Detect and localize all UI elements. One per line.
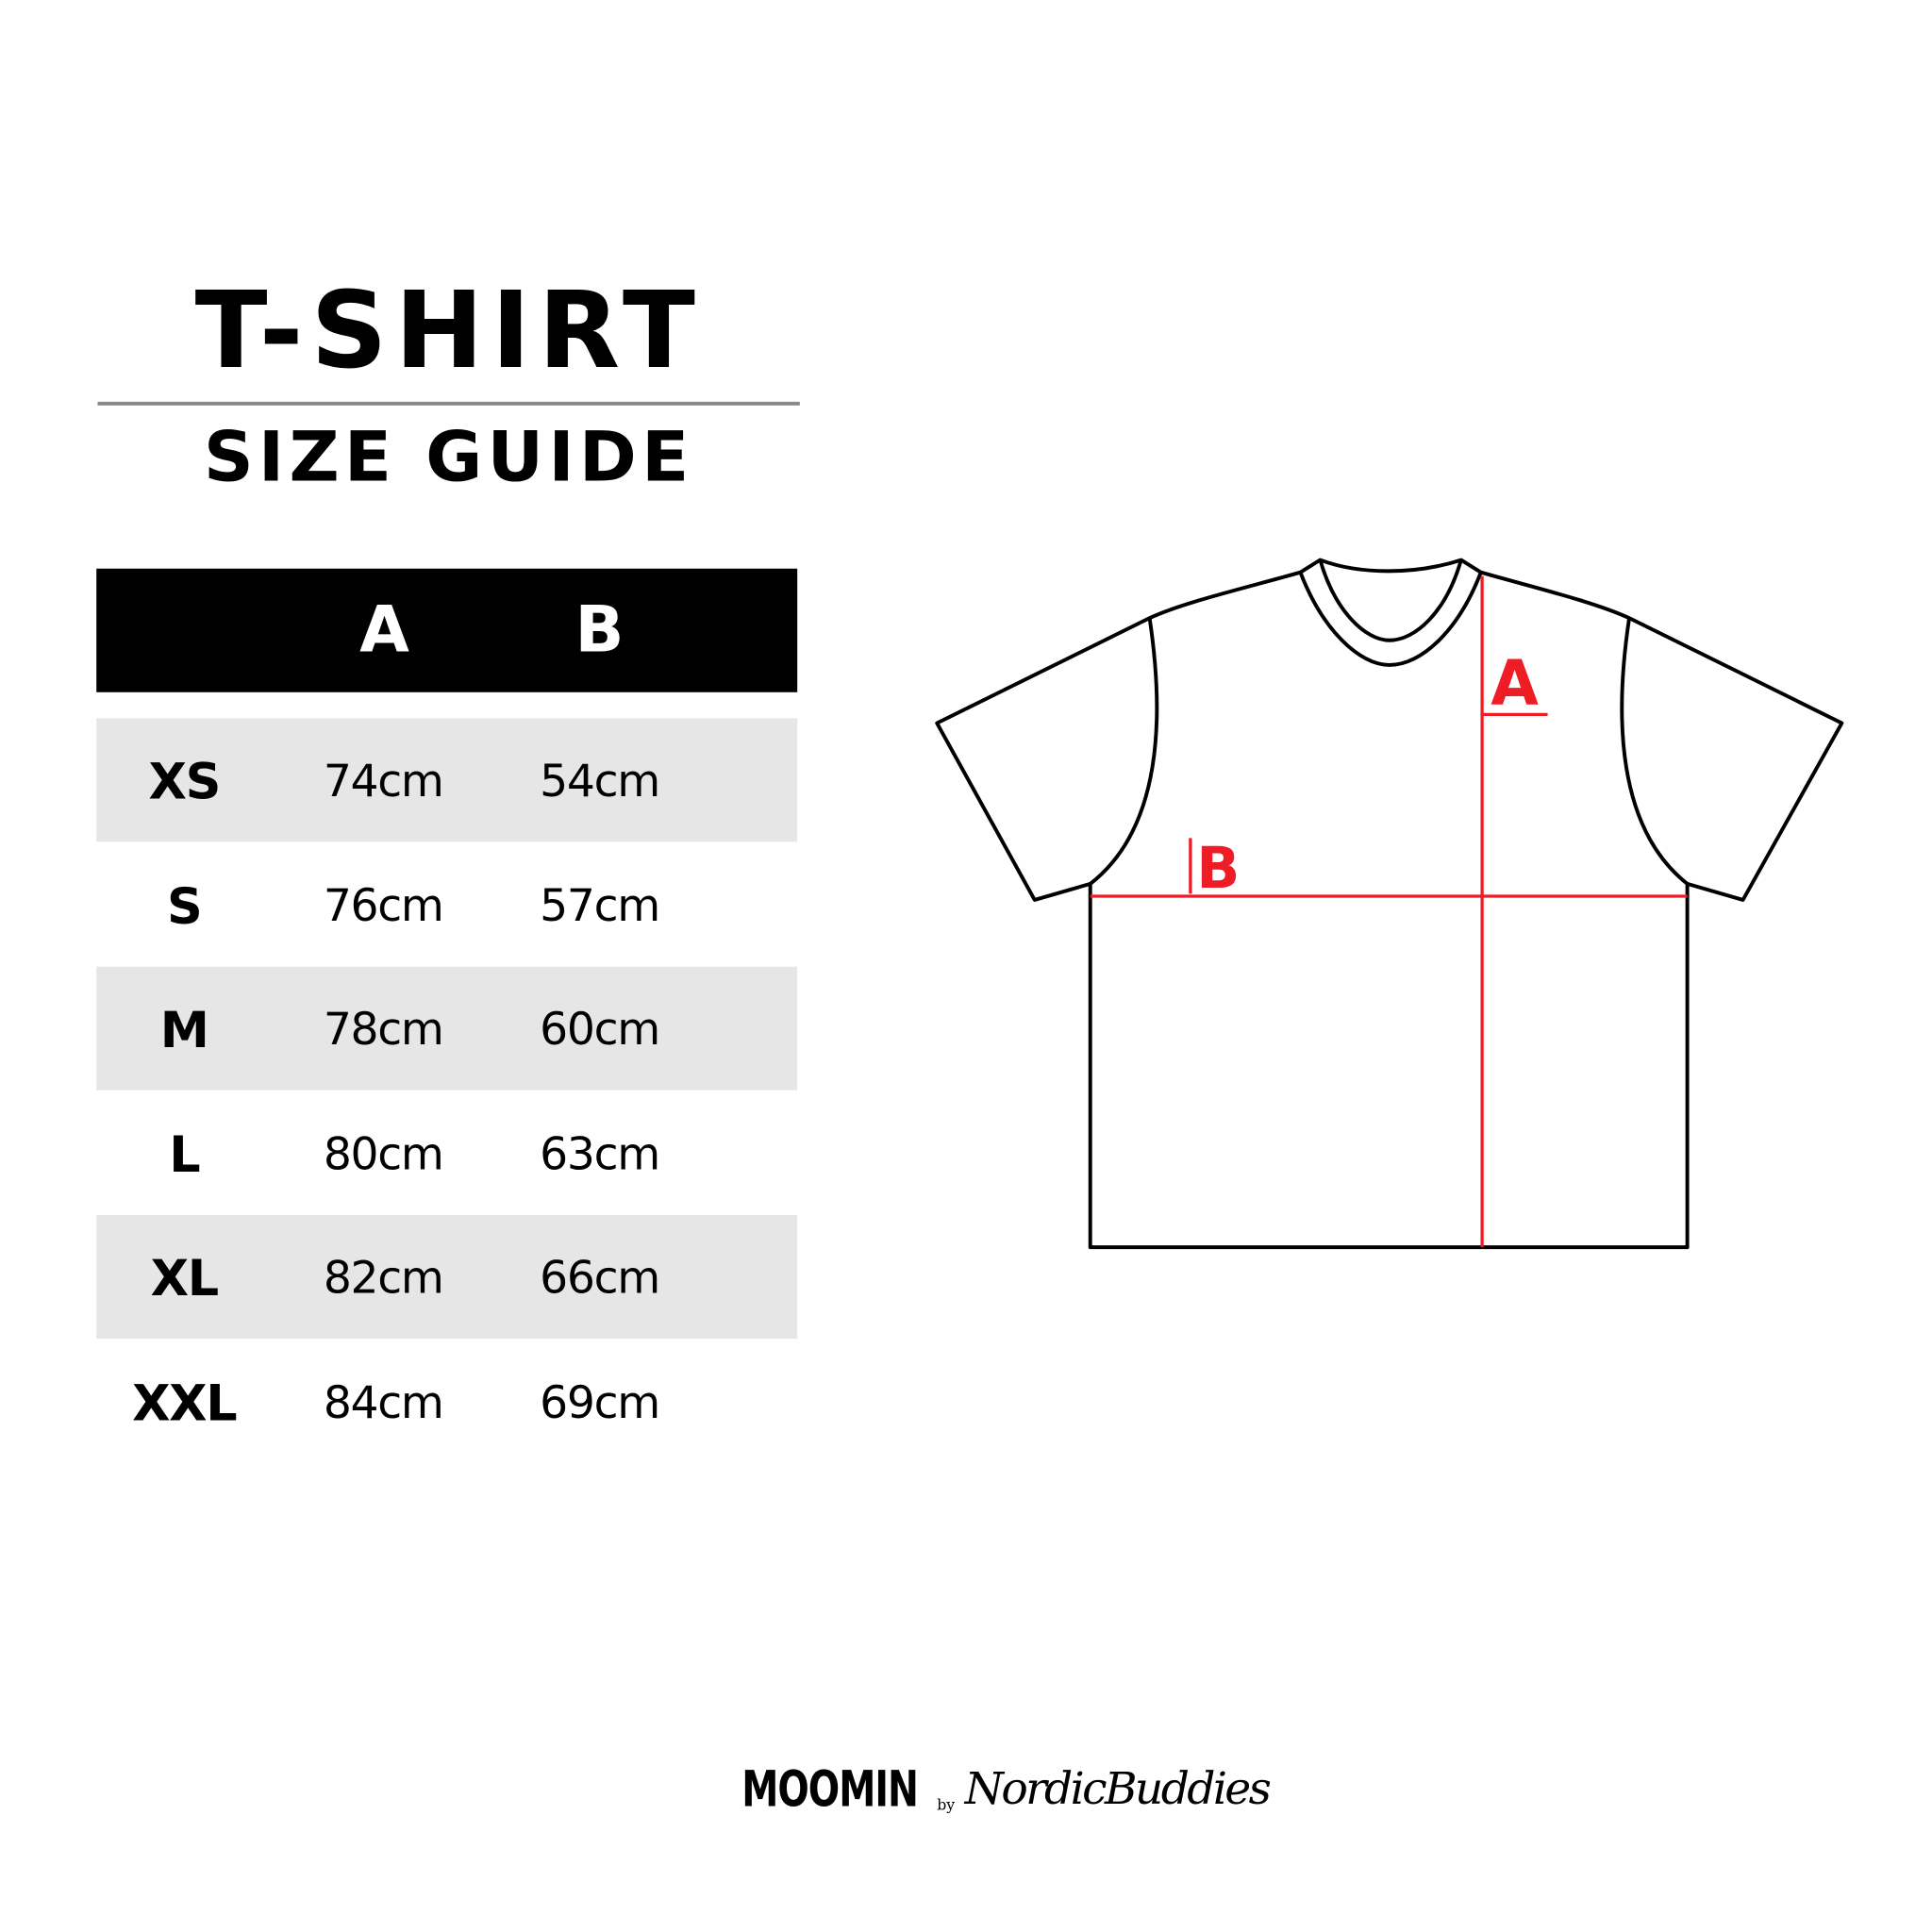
moomin-logo: MOOMIN [741, 1761, 919, 1819]
table-row: XS 74cm 54cm [96, 718, 798, 842]
table-row: XXL 84cm 69cm [96, 1340, 797, 1463]
label-b: B [1196, 836, 1240, 902]
cell-size: M [159, 1002, 209, 1060]
collar-outer [1298, 571, 1483, 667]
table-row: M 78cm 60cm [96, 966, 798, 1091]
cell-b: 63cm [540, 1129, 660, 1181]
cell-b: 54cm [540, 756, 660, 808]
shirt-outline [935, 558, 1844, 1250]
collar-inner [1318, 559, 1463, 642]
page-subtitle: SIZE GUIDE [203, 417, 694, 499]
table-row: S 76cm 57cm [96, 842, 797, 966]
divider [97, 401, 800, 406]
cell-size: L [169, 1126, 200, 1185]
table-row: XL 82cm 66cm [96, 1215, 798, 1340]
page-title: T-SHIRT [194, 269, 703, 393]
cell-size: XS [148, 754, 221, 811]
header-a: A [359, 592, 409, 668]
cell-a: 78cm [323, 1005, 444, 1057]
cell-size: XL [150, 1251, 219, 1308]
table-row: L 80cm 63cm [96, 1091, 797, 1215]
tshirt-diagram: A B [935, 558, 1844, 1250]
cell-a: 84cm [323, 1378, 444, 1429]
cell-a: 82cm [323, 1254, 444, 1305]
cell-a: 74cm [323, 756, 444, 808]
cell-b: 66cm [540, 1254, 660, 1305]
right-sleeve-seam [1620, 617, 1689, 886]
header-b: B [575, 592, 625, 668]
cell-a: 80cm [323, 1129, 444, 1181]
table-header: A B [96, 568, 798, 692]
brand-logo: MOOMIN by NordicBuddies [741, 1756, 1272, 1819]
nordicbuddies-logo: NordicBuddies [964, 1763, 1272, 1815]
cell-a: 76cm [323, 880, 444, 932]
cell-size: S [167, 878, 203, 936]
cell-b: 57cm [540, 880, 660, 932]
left-sleeve-seam [1089, 617, 1159, 886]
label-a: A [1491, 648, 1539, 720]
cell-b: 60cm [540, 1005, 660, 1057]
by-text: by [937, 1795, 956, 1814]
cell-size: XXL [132, 1375, 238, 1433]
cell-b: 69cm [540, 1378, 660, 1429]
